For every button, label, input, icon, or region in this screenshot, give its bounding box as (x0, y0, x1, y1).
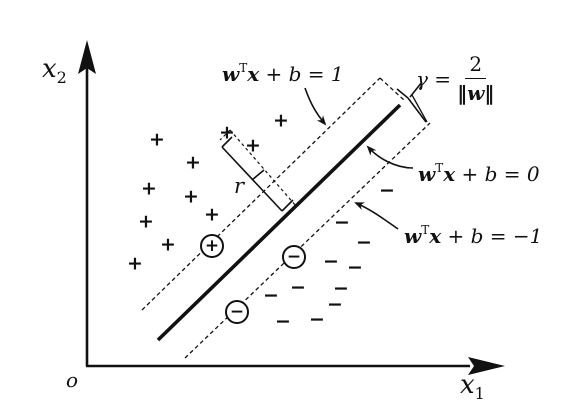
positive-margin-line (141, 77, 381, 311)
y-axis-label-subscript: 2 (56, 68, 67, 87)
input-vector-symbol: x (443, 162, 456, 186)
distance-r-label: r (234, 174, 245, 198)
negative-sample: − (334, 211, 350, 234)
x-axis-label: x1 (460, 372, 485, 402)
negative-sample: − (379, 179, 395, 202)
lower-equation-arrow (354, 202, 399, 230)
transpose-symbol: T (421, 223, 430, 237)
transpose-symbol: T (239, 61, 248, 75)
negative-sample: − (327, 293, 343, 316)
negative-sample: − (347, 256, 363, 279)
positive-sample: + (160, 233, 176, 256)
negative-support-vector: − (225, 300, 249, 324)
y-axis-label: x2 (42, 56, 67, 86)
equation-rest: + b = −1 (441, 224, 543, 248)
upper-equation-arrow (304, 87, 327, 126)
positive-sample: + (138, 210, 154, 233)
gamma-leader-line (409, 81, 423, 98)
gamma-symbol: γ = (416, 66, 452, 91)
margin-formula: γ = 2 ‖w‖ (416, 52, 494, 105)
positive-sample: + (185, 151, 201, 174)
negative-support-vector: − (282, 245, 306, 269)
margin-fraction: 2 ‖w‖ (457, 52, 494, 105)
negative-sample: − (275, 310, 291, 333)
input-vector-symbol: x (429, 224, 442, 248)
decision-boundary (156, 103, 402, 342)
x-axis-label-subscript: 1 (474, 384, 485, 403)
decision-boundary-equation: wTx + b = 0 (418, 162, 540, 184)
equation-rest: + b = 1 (259, 62, 344, 86)
negative-sample: − (309, 308, 325, 331)
margin-denominator: ‖w‖ (457, 81, 495, 105)
y-axis-label-base: x (42, 54, 57, 84)
negative-sample: − (263, 284, 279, 307)
positive-sample: + (127, 252, 143, 275)
weight-vector-symbol: w (404, 224, 422, 248)
origin-label: o (66, 368, 79, 392)
weight-vector-symbol: w (418, 162, 436, 186)
weight-vector-symbol: w (222, 62, 240, 86)
positive-support-vector: + (200, 234, 224, 258)
x-axis-arrow-icon (468, 357, 505, 375)
lower-margin-equation: wTx + b = −1 (404, 224, 542, 246)
negative-sample: − (356, 231, 372, 254)
negative-sample: − (323, 250, 339, 273)
positive-sample: + (149, 128, 165, 151)
positive-sample: + (183, 185, 199, 208)
positive-sample: + (245, 134, 261, 157)
positive-sample: + (273, 109, 289, 132)
upper-margin-equation: wTx + b = 1 (222, 62, 344, 84)
negative-sample: − (290, 276, 306, 299)
transpose-symbol: T (435, 161, 444, 175)
equation-rest: + b = 0 (455, 162, 540, 186)
positive-sample: + (141, 177, 157, 200)
gamma-bracket (396, 88, 427, 123)
positive-sample: + (219, 121, 235, 144)
gamma-bracket-bottom-tick (411, 94, 428, 123)
middle-equation-arrow (366, 145, 414, 169)
distance-r-bracket (219, 129, 297, 212)
input-vector-symbol: x (247, 62, 260, 86)
positive-sample: + (204, 203, 220, 226)
y-axis-arrow-icon (78, 40, 96, 74)
x-axis-label-base: x (460, 370, 475, 400)
margin-numerator: 2 (465, 52, 487, 79)
gamma-bracket-top-tick (379, 77, 406, 102)
negative-sample: − (333, 277, 349, 300)
